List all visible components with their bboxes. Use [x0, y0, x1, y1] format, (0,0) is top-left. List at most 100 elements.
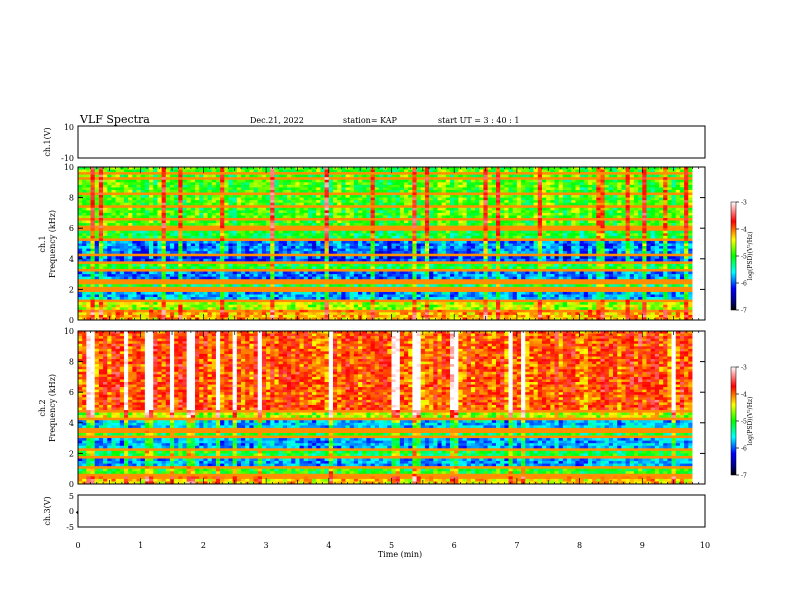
- spectrogram-cell: [182, 281, 187, 285]
- spectrogram-cell: [115, 243, 121, 247]
- spectrogram-cell: [274, 299, 279, 303]
- spectrogram-cell: [291, 246, 296, 249]
- spectrogram-cell: [353, 276, 359, 280]
- spectrogram-cell: [241, 177, 246, 181]
- spectrogram-cell: [182, 312, 187, 316]
- spectrogram-cell: [312, 289, 317, 293]
- spectrogram-cell: [136, 192, 141, 196]
- spectrogram-cell: [307, 205, 313, 209]
- spectrogram-cell: [228, 230, 233, 234]
- spectrogram-cell: [174, 205, 179, 209]
- spectrogram-cell: [203, 266, 208, 270]
- spectrogram-cell: [90, 281, 96, 285]
- spectrogram-cell: [358, 304, 363, 308]
- spectrogram-cell: [190, 218, 196, 221]
- spectrogram-cell: [274, 307, 279, 311]
- spectrogram-cell: [182, 228, 187, 232]
- spectrogram-cell: [303, 284, 309, 288]
- spectrogram-cell: [149, 225, 154, 229]
- spectrogram-cell: [395, 243, 401, 247]
- spectrogram-cell: [353, 307, 359, 311]
- spectrogram-cell: [358, 274, 363, 277]
- spectrogram-cell: [128, 271, 133, 275]
- spectrogram-cell: [295, 202, 300, 206]
- spectrogram-cell: [236, 205, 242, 209]
- spectrogram-cell: [220, 297, 225, 300]
- spectrogram-cell: [383, 279, 388, 283]
- spectrogram-cell: [107, 200, 112, 203]
- spectrogram-cell: [232, 263, 238, 267]
- spectrogram-cell: [328, 251, 334, 254]
- spectrogram-cell: [266, 291, 271, 295]
- spectrogram-cell: [404, 251, 409, 254]
- spectrogram-cell: [136, 246, 141, 249]
- spectrogram-cell: [404, 299, 409, 303]
- spectrogram-cell: [337, 202, 342, 206]
- spectrogram-cell: [257, 192, 263, 196]
- spectrogram-cell: [287, 299, 292, 303]
- spectrogram-cell: [391, 240, 396, 244]
- spectrogram-cell: [123, 304, 129, 308]
- spectrogram-cell: [366, 302, 371, 305]
- spectrogram-cell: [320, 307, 325, 311]
- spectrogram-cell: [299, 253, 305, 257]
- spectrogram-cell: [378, 302, 384, 305]
- spectrogram-cell: [90, 233, 96, 237]
- spectrogram-cell: [190, 202, 196, 206]
- spectrogram-cell: [220, 263, 225, 267]
- spectrogram-cell: [232, 195, 238, 198]
- spectrogram-cell: [282, 177, 288, 181]
- spectrogram-cell: [136, 189, 141, 193]
- spectrogram-cell: [266, 200, 271, 203]
- spectrogram-cell: [182, 230, 187, 234]
- spectrogram-cell: [78, 177, 83, 181]
- spectrogram-cell: [236, 174, 242, 178]
- spectrogram-cell: [337, 169, 342, 173]
- spectrogram-cell: [391, 284, 396, 288]
- spectrogram-cell: [149, 218, 154, 221]
- spectrogram-cell: [157, 248, 162, 252]
- spectrogram-cell: [132, 228, 137, 232]
- spectrogram-cell: [299, 200, 305, 203]
- spectrogram-cell: [270, 314, 275, 318]
- spectrogram-cell: [203, 251, 208, 254]
- spectrogram-cell: [253, 284, 259, 288]
- spectrogram-cell: [261, 235, 267, 239]
- spectrogram-cell: [287, 230, 292, 234]
- spectrogram-cell: [345, 177, 350, 181]
- spectrogram-cell: [370, 218, 376, 221]
- spectrogram-cell: [404, 291, 409, 295]
- spectrogram-cell: [249, 189, 254, 193]
- spectrogram-cell: [320, 212, 325, 216]
- spectrogram-cell: [90, 271, 96, 275]
- spectrogram-cell: [282, 271, 288, 275]
- spectrogram-cell: [169, 207, 175, 211]
- spectrogram-cell: [144, 233, 150, 237]
- spectrogram-cell: [98, 182, 104, 186]
- spectrogram-cell: [161, 286, 167, 290]
- spectrogram-cell: [220, 197, 225, 201]
- spectrogram-cell: [278, 189, 284, 193]
- spectrogram-cell: [266, 218, 271, 221]
- spectrogram-cell: [366, 225, 371, 229]
- spectrogram-cell: [332, 172, 338, 175]
- spectrogram-cell: [98, 189, 104, 193]
- spectrogram-cell: [224, 274, 229, 277]
- spectrogram-cell: [291, 276, 296, 280]
- spectrogram-cell: [128, 276, 133, 280]
- spectrogram-cell: [78, 195, 83, 198]
- spectrogram-cell: [119, 286, 125, 290]
- spectrogram-cell: [86, 286, 91, 290]
- spectrogram-cell: [178, 225, 183, 229]
- spectrogram-cell: [341, 261, 346, 265]
- spectrogram-cell: [82, 302, 87, 305]
- start-time-label: start UT = 3 : 40 : 1: [438, 116, 519, 125]
- spectrogram-cell: [383, 276, 388, 280]
- spectrogram-cell: [190, 220, 196, 224]
- spectrogram-cell: [128, 207, 133, 211]
- spectrogram-cell: [241, 195, 246, 198]
- spectrogram-cell: [245, 202, 250, 206]
- spectrogram-cell: [245, 218, 250, 221]
- spectrogram-cell: [332, 179, 338, 183]
- spectrogram-cell: [211, 314, 217, 318]
